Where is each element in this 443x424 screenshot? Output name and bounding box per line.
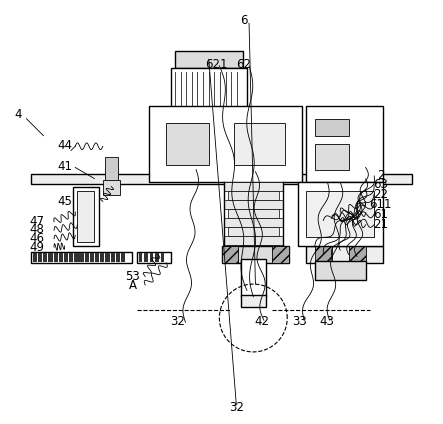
Bar bbox=[222, 246, 238, 263]
Bar bbox=[79, 253, 84, 262]
Bar bbox=[224, 182, 283, 191]
Bar bbox=[137, 252, 171, 263]
Bar bbox=[90, 253, 94, 262]
Text: 63: 63 bbox=[373, 179, 388, 191]
Bar bbox=[228, 191, 279, 201]
Text: 62: 62 bbox=[237, 58, 252, 71]
Bar bbox=[162, 157, 256, 170]
Text: 6: 6 bbox=[240, 14, 248, 27]
Text: 32: 32 bbox=[229, 401, 244, 413]
Bar bbox=[78, 191, 94, 242]
Bar bbox=[306, 246, 383, 263]
Text: 611: 611 bbox=[369, 198, 392, 211]
Bar bbox=[315, 261, 365, 280]
Bar bbox=[100, 253, 105, 262]
Bar bbox=[105, 253, 109, 262]
Bar bbox=[103, 180, 120, 195]
Bar bbox=[33, 253, 37, 262]
Bar bbox=[306, 106, 383, 182]
Text: 621: 621 bbox=[205, 58, 227, 71]
Bar bbox=[74, 253, 78, 262]
Bar bbox=[48, 253, 53, 262]
Bar bbox=[54, 253, 58, 262]
Bar bbox=[69, 253, 74, 262]
Bar bbox=[224, 218, 283, 227]
Text: 47: 47 bbox=[30, 215, 45, 228]
Bar bbox=[144, 253, 148, 262]
Bar bbox=[222, 246, 289, 263]
Bar bbox=[298, 182, 383, 246]
Bar bbox=[95, 253, 99, 262]
Text: 2: 2 bbox=[377, 169, 384, 181]
Bar bbox=[38, 253, 42, 262]
Bar bbox=[64, 253, 68, 262]
Bar bbox=[171, 68, 247, 161]
Bar bbox=[315, 119, 349, 136]
Bar bbox=[272, 246, 289, 263]
Bar bbox=[43, 253, 47, 262]
Bar bbox=[161, 253, 164, 262]
Text: 44: 44 bbox=[57, 139, 72, 151]
Text: 53: 53 bbox=[125, 270, 140, 283]
Bar bbox=[111, 253, 115, 262]
Bar bbox=[349, 246, 365, 263]
Text: 61: 61 bbox=[373, 208, 388, 221]
Bar bbox=[315, 144, 349, 170]
Text: 21: 21 bbox=[373, 218, 388, 231]
Text: 49: 49 bbox=[30, 241, 45, 254]
Bar bbox=[306, 191, 374, 237]
Bar bbox=[149, 106, 302, 182]
Bar bbox=[175, 51, 243, 68]
Bar bbox=[121, 253, 125, 262]
Text: 22: 22 bbox=[373, 188, 388, 201]
Bar bbox=[116, 253, 120, 262]
Bar bbox=[85, 253, 89, 262]
Text: 42: 42 bbox=[254, 315, 269, 328]
Text: 33: 33 bbox=[292, 315, 307, 328]
Bar bbox=[228, 245, 279, 254]
Bar bbox=[228, 209, 279, 218]
Text: A: A bbox=[128, 279, 136, 292]
Text: 46: 46 bbox=[30, 232, 45, 245]
Bar bbox=[224, 237, 283, 245]
Bar bbox=[155, 253, 159, 262]
Bar bbox=[241, 259, 266, 297]
Bar bbox=[150, 253, 153, 262]
Bar bbox=[315, 246, 332, 263]
Bar bbox=[73, 187, 98, 246]
Text: 41: 41 bbox=[57, 160, 72, 173]
Bar bbox=[224, 201, 283, 209]
Bar bbox=[234, 123, 285, 165]
Bar bbox=[241, 295, 266, 307]
Bar bbox=[139, 253, 142, 262]
Text: 43: 43 bbox=[319, 315, 334, 328]
Bar bbox=[59, 253, 63, 262]
Text: 4: 4 bbox=[14, 108, 22, 121]
Bar bbox=[167, 123, 209, 165]
Text: 32: 32 bbox=[170, 315, 185, 328]
Bar bbox=[31, 252, 132, 263]
Bar bbox=[105, 157, 118, 182]
Bar bbox=[228, 227, 279, 237]
Text: 48: 48 bbox=[30, 223, 44, 236]
Bar bbox=[31, 174, 412, 184]
Text: 45: 45 bbox=[57, 195, 72, 208]
